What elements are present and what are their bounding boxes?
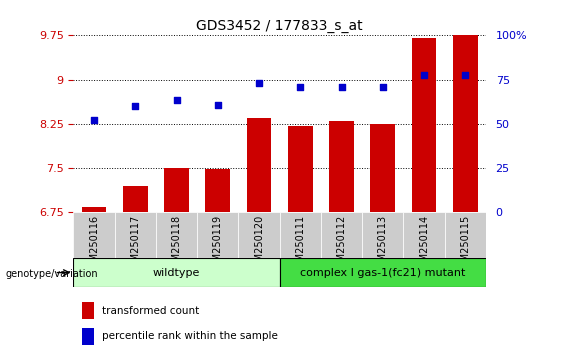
Text: complex I gas-1(fc21) mutant: complex I gas-1(fc21) mutant bbox=[300, 268, 466, 278]
Bar bbox=[362, 212, 403, 258]
Bar bbox=[445, 212, 486, 258]
Text: GSM250111: GSM250111 bbox=[295, 215, 305, 274]
Bar bbox=[123, 186, 147, 212]
Point bbox=[337, 84, 346, 90]
Bar bbox=[321, 212, 362, 258]
Text: GSM250112: GSM250112 bbox=[337, 215, 346, 274]
Point bbox=[461, 72, 470, 78]
Bar bbox=[73, 212, 115, 258]
Text: GSM250114: GSM250114 bbox=[419, 215, 429, 274]
Bar bbox=[82, 302, 94, 319]
Text: GSM250117: GSM250117 bbox=[131, 215, 140, 274]
Text: GSM250115: GSM250115 bbox=[460, 215, 470, 274]
Bar bbox=[453, 35, 477, 212]
Text: percentile rank within the sample: percentile rank within the sample bbox=[102, 331, 278, 341]
Bar bbox=[280, 212, 321, 258]
Bar bbox=[238, 212, 280, 258]
Bar bbox=[412, 38, 436, 212]
Point bbox=[379, 85, 388, 90]
Bar bbox=[156, 212, 197, 258]
Title: GDS3452 / 177833_s_at: GDS3452 / 177833_s_at bbox=[197, 19, 363, 33]
Bar bbox=[197, 212, 238, 258]
Bar bbox=[82, 328, 94, 345]
Point bbox=[419, 72, 429, 78]
Point bbox=[131, 103, 140, 109]
Text: GSM250113: GSM250113 bbox=[378, 215, 388, 274]
Text: GSM250120: GSM250120 bbox=[254, 215, 264, 274]
Bar bbox=[280, 258, 486, 287]
Bar bbox=[82, 206, 106, 212]
Text: transformed count: transformed count bbox=[102, 306, 199, 316]
Point bbox=[172, 97, 181, 103]
Point bbox=[89, 117, 99, 122]
Text: wildtype: wildtype bbox=[153, 268, 200, 278]
Bar bbox=[206, 169, 230, 212]
Point bbox=[296, 85, 305, 90]
Bar bbox=[115, 212, 156, 258]
Bar bbox=[164, 168, 189, 212]
Bar bbox=[371, 124, 395, 212]
Point bbox=[214, 102, 223, 108]
Text: GSM250119: GSM250119 bbox=[213, 215, 223, 274]
Text: GSM250118: GSM250118 bbox=[172, 215, 181, 274]
Point bbox=[254, 80, 263, 85]
Bar bbox=[288, 126, 312, 212]
Bar bbox=[329, 121, 354, 212]
Bar bbox=[247, 118, 271, 212]
Bar bbox=[73, 258, 280, 287]
Text: genotype/variation: genotype/variation bbox=[6, 269, 98, 279]
Text: GSM250116: GSM250116 bbox=[89, 215, 99, 274]
Bar bbox=[403, 212, 445, 258]
